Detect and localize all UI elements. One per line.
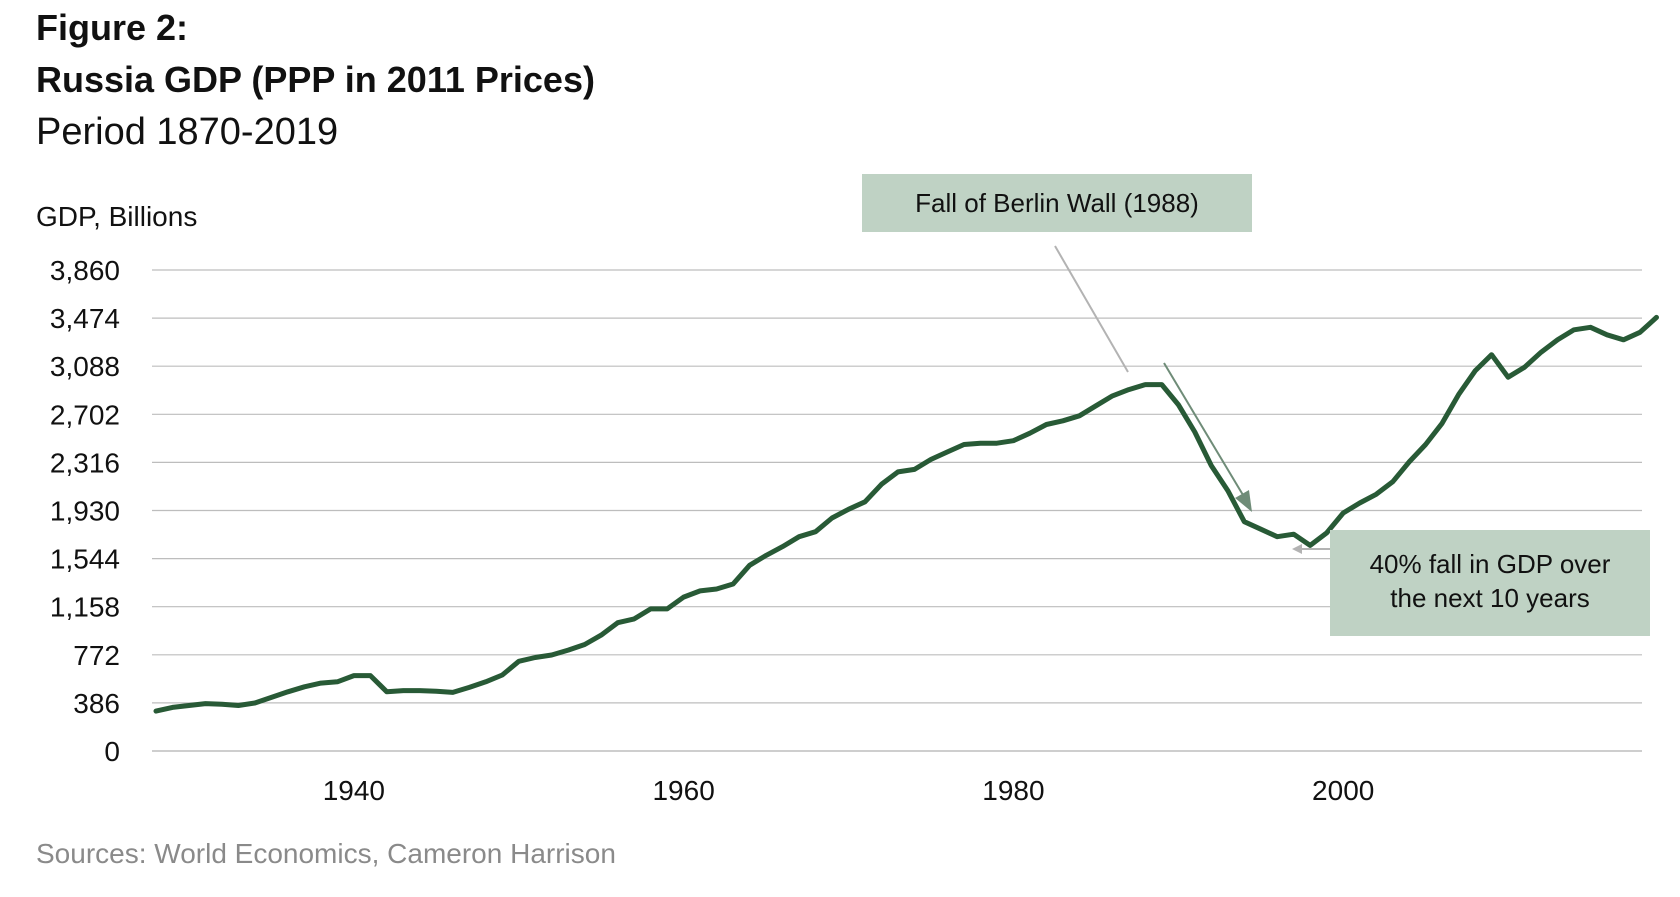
figure-label: Figure 2:: [36, 7, 189, 48]
fall-pointer-icon: [1292, 544, 1302, 554]
y-axis-ticks: 0 386 772 1,158 1,544 1,930 2,316 2,702 3,088 3,4…: [50, 255, 120, 767]
gdp-series-line: [153, 314, 1659, 714]
annotation-gdp-fall: 40% fall in GDP over the next 10 years: [1163, 362, 1650, 636]
y-tick-label: 3,474: [50, 303, 120, 334]
y-tick-label: 3,860: [50, 255, 120, 286]
gdp-fall-label-line1: 40% fall in GDP over: [1370, 549, 1611, 579]
chart-title: Russia GDP (PPP in 2011 Prices): [36, 59, 595, 100]
series-layer: [153, 314, 1659, 714]
y-tick-label: 3,088: [50, 351, 120, 382]
x-tick-label: 1940: [323, 775, 385, 806]
y-tick-label: 386: [73, 688, 120, 719]
y-tick-label: 2,702: [50, 399, 120, 430]
berlin-wall-box: [862, 174, 1252, 232]
berlin-wall-label: Fall of Berlin Wall (1988): [915, 188, 1199, 218]
gdp-fall-label-line2: the next 10 years: [1390, 583, 1589, 613]
annotation-berlin-wall: Fall of Berlin Wall (1988): [862, 174, 1252, 373]
y-axis-label: GDP, Billions: [36, 201, 197, 232]
y-tick-label: 0: [104, 736, 120, 767]
chart-subtitle: Period 1870-2019: [36, 111, 339, 153]
decline-arrowhead-icon: [1235, 490, 1252, 512]
x-axis-ticks: 1940 1960 1980 2000: [323, 775, 1375, 806]
x-tick-label: 1980: [982, 775, 1044, 806]
x-tick-label: 2000: [1312, 775, 1374, 806]
y-tick-label: 1,544: [50, 544, 120, 575]
x-tick-label: 1960: [652, 775, 714, 806]
y-tick-label: 1,930: [50, 496, 120, 527]
y-tick-label: 2,316: [50, 447, 120, 478]
source-note: Sources: World Economics, Cameron Harris…: [36, 838, 616, 869]
decline-arrow-line: [1163, 362, 1244, 496]
annotations: Fall of Berlin Wall (1988) 40% fall in G…: [862, 174, 1650, 636]
gdp-fall-box: [1330, 530, 1650, 636]
y-tick-label: 772: [73, 640, 120, 671]
y-tick-label: 1,158: [50, 592, 120, 623]
berlin-wall-connector: [1054, 245, 1129, 373]
